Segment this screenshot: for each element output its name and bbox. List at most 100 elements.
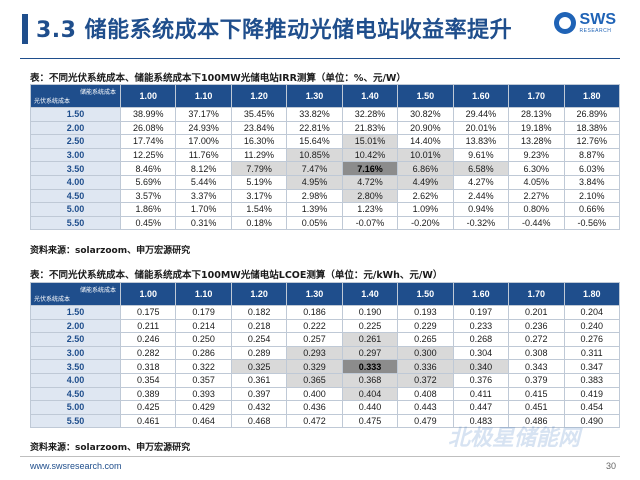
logo-sub: RESEARCH xyxy=(579,28,612,34)
table-row: 2.00 0.211 0.214 0.218 0.222 0.225 0.229 0.233 0… xyxy=(30,318,620,334)
title-divider xyxy=(20,58,620,59)
column-header: 1.80 xyxy=(563,282,620,306)
table-cell: 0.454 xyxy=(563,400,620,415)
table-row: 5.50 0.461 0.464 0.468 0.472 0.475 0.479 0.483 0… xyxy=(30,413,620,429)
table-cell: 12.76% xyxy=(563,134,620,149)
footer-divider xyxy=(20,456,620,457)
table-cell: 0.80% xyxy=(508,202,565,217)
irr-table: 储能系统成本 光伏系统成本 1.00 1.10 1.20 1.30 1.40 1.50 1.60… xyxy=(30,84,620,231)
table-cell: 0.308 xyxy=(508,345,565,361)
table-cell: 0.365 xyxy=(286,372,343,388)
table-cell: 17.00% xyxy=(175,134,232,149)
table-cell: 0.372 xyxy=(397,372,454,388)
table-cell: 17.74% xyxy=(119,134,177,149)
table-cell: 2.27% xyxy=(508,188,565,204)
column-header: 1.40 xyxy=(341,282,399,306)
table-row: 3.50 8.46% 8.12% 7.79% 7.47% 7.16% 6.86% 6.58% 6… xyxy=(30,161,620,176)
row-header: 3.50 xyxy=(30,161,121,176)
table-cell: 22.81% xyxy=(286,120,343,136)
table-cell: 0.179 xyxy=(175,305,232,320)
table-cell: 0.31% xyxy=(175,215,232,231)
table-cell: 0.436 xyxy=(286,400,343,415)
table-cell: 5.19% xyxy=(230,174,288,190)
row-header: 5.50 xyxy=(30,413,121,429)
table-cell: 0.472 xyxy=(286,413,343,429)
table-row: 4.00 0.354 0.357 0.361 0.365 0.368 0.372 0.376 0… xyxy=(30,372,620,388)
table-cell: 0.225 xyxy=(341,318,399,334)
table-cell: 0.250 xyxy=(175,332,232,347)
table-cell: 0.94% xyxy=(452,202,510,217)
table-cell: 0.18% xyxy=(230,215,288,231)
table-row: 1.50 0.175 0.179 0.182 0.186 0.190 0.193 0.197 0… xyxy=(30,305,620,320)
table-cell: 0.376 xyxy=(452,372,510,388)
table-cell: 0.276 xyxy=(563,332,620,347)
table-cell: 0.304 xyxy=(452,345,510,361)
table-cell: 0.211 xyxy=(119,318,177,334)
table-cell: 1.70% xyxy=(175,202,232,217)
table-cell: 2.10% xyxy=(563,188,620,204)
table-row: 5.50 0.45% 0.31% 0.18% 0.05% -0.07% -0.20% -0.3… xyxy=(30,215,620,231)
corner-header: 储能系统成本 光伏系统成本 xyxy=(30,84,121,108)
table-row: 4.50 3.57% 3.37% 3.17% 2.98% 2.80% 2.62% 2.44% 2… xyxy=(30,188,620,204)
table-cell: 7.47% xyxy=(286,161,343,176)
table-cell: 0.222 xyxy=(286,318,343,334)
table-cell: 0.419 xyxy=(563,386,620,402)
table-cell: 0.425 xyxy=(119,400,177,415)
table-cell: 0.340 xyxy=(452,359,510,374)
table-cell: 0.440 xyxy=(341,400,399,415)
table-cell: 28.13% xyxy=(508,107,565,122)
table-cell: 0.404 xyxy=(341,386,399,402)
table-cell: 9.23% xyxy=(508,147,565,163)
footer-url[interactable]: www.swsresearch.com xyxy=(30,461,122,471)
table-cell: 16.30% xyxy=(230,134,288,149)
table-cell: 0.272 xyxy=(508,332,565,347)
row-header: 4.00 xyxy=(30,372,121,388)
lcoe-table-caption: 表：不同光伏系统成本、储能系统成本下100MW光储电站LCOE测算（单位：元/k… xyxy=(30,270,443,281)
column-header: 1.50 xyxy=(397,84,454,108)
table-cell: 0.175 xyxy=(119,305,177,320)
table-cell: 9.61% xyxy=(452,147,510,163)
corner-column-axis-label: 储能系统成本 xyxy=(79,288,116,294)
table-cell: 20.01% xyxy=(452,120,510,136)
table-cell: 13.28% xyxy=(508,134,565,149)
table-cell: 0.464 xyxy=(175,413,232,429)
table-cell: 1.86% xyxy=(119,202,177,217)
table-cell: 0.400 xyxy=(286,386,343,402)
table-cell: 0.483 xyxy=(452,413,510,429)
table-cell: 0.66% xyxy=(563,202,620,217)
table-cell: 21.83% xyxy=(341,120,399,136)
row-header: 3.50 xyxy=(30,359,121,374)
table-cell: 0.408 xyxy=(397,386,454,402)
table-cell: 7.16% xyxy=(341,161,399,176)
column-header: 1.70 xyxy=(508,84,565,108)
table-cell: 0.193 xyxy=(397,305,454,320)
table-cell: 2.98% xyxy=(286,188,343,204)
table-cell: 3.37% xyxy=(175,188,232,204)
table-cell: 0.354 xyxy=(119,372,177,388)
table-cell: 19.18% xyxy=(508,120,565,136)
table-cell: 0.214 xyxy=(175,318,232,334)
table-cell: 0.379 xyxy=(508,372,565,388)
table-cell: 15.01% xyxy=(341,134,399,149)
table-cell: 0.393 xyxy=(175,386,232,402)
table-cell: 0.447 xyxy=(452,400,510,415)
row-header: 2.00 xyxy=(30,318,121,334)
table-cell: 6.03% xyxy=(563,161,620,176)
table-cell: 4.95% xyxy=(286,174,343,190)
table-cell: 0.432 xyxy=(230,400,288,415)
table-cell: 0.451 xyxy=(508,400,565,415)
row-header: 2.00 xyxy=(30,120,121,136)
table-row: 3.50 0.318 0.322 0.325 0.329 0.333 0.336 0.340 0… xyxy=(30,359,620,374)
page-number: 30 xyxy=(605,461,616,471)
table-cell: 2.62% xyxy=(397,188,454,204)
table-cell: 0.233 xyxy=(452,318,510,334)
table-row: 2.50 0.246 0.250 0.254 0.257 0.261 0.265 0.268 0… xyxy=(30,332,620,347)
table-cell: 5.69% xyxy=(119,174,177,190)
table-cell: 3.84% xyxy=(563,174,620,190)
table-cell: 5.44% xyxy=(175,174,232,190)
table-cell: 0.486 xyxy=(508,413,565,429)
table-cell: 8.12% xyxy=(175,161,232,176)
table-cell: 0.218 xyxy=(230,318,288,334)
column-header: 1.40 xyxy=(341,84,399,108)
table-cell: 0.182 xyxy=(230,305,288,320)
